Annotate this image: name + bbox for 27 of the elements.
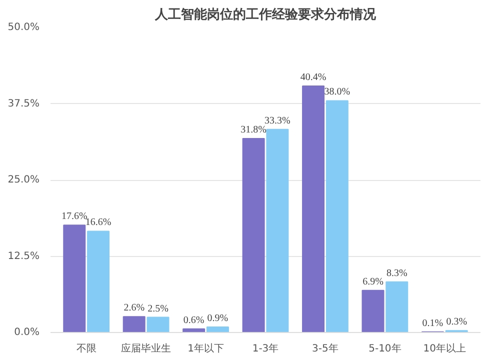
data-label: 0.1%	[422, 318, 444, 329]
x-tick-label: 1-3年	[252, 342, 279, 354]
data-label: 8.3%	[386, 268, 408, 279]
data-label: 0.9%	[207, 313, 228, 324]
data-label: 17.6%	[61, 211, 88, 222]
x-tick-label: 3-5年	[312, 342, 338, 354]
x-tick-label: 1年以下	[188, 342, 224, 354]
y-tick-label: 0.0%	[14, 327, 40, 338]
data-label: 16.6%	[85, 217, 112, 228]
x-tick-label: 不限	[76, 344, 96, 354]
data-label: 0.3%	[446, 316, 468, 328]
data-label: 0.6%	[183, 314, 204, 326]
y-tick-label: 25.0%	[8, 174, 40, 186]
data-label: 38.0%	[324, 86, 350, 98]
x-tick-label: 应届毕业生	[121, 342, 172, 354]
y-tick-label: 12.5%	[8, 250, 40, 262]
data-label: 2.5%	[148, 303, 168, 314]
data-label: 6.9%	[362, 276, 384, 288]
chart-title: 人工智能岗位的工作经验要求分布情况	[154, 6, 377, 22]
x-tick-label: 5-10年	[368, 342, 402, 354]
data-label: 33.3%	[264, 115, 290, 126]
data-label: 2.6%	[124, 302, 145, 314]
data-label: 31.8%	[240, 124, 266, 136]
x-tick-label: 10年以上	[423, 342, 466, 354]
y-tick-label: 37.5%	[8, 98, 40, 110]
y-tick-label: 50.0%	[8, 22, 40, 33]
data-label: 40.4%	[300, 72, 326, 84]
